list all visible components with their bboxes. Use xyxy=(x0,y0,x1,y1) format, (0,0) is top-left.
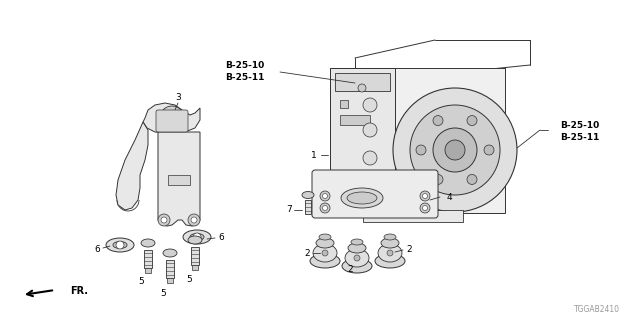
Ellipse shape xyxy=(348,243,366,253)
Circle shape xyxy=(433,128,477,172)
Ellipse shape xyxy=(183,230,211,244)
Bar xyxy=(168,175,190,185)
Bar xyxy=(335,73,390,91)
Ellipse shape xyxy=(351,239,363,245)
Ellipse shape xyxy=(113,242,127,249)
Ellipse shape xyxy=(313,244,337,262)
Ellipse shape xyxy=(384,234,396,240)
Text: B-25-11: B-25-11 xyxy=(225,74,265,83)
Circle shape xyxy=(410,105,500,195)
Ellipse shape xyxy=(345,249,369,267)
Text: 5: 5 xyxy=(186,276,192,284)
Circle shape xyxy=(433,174,443,184)
Ellipse shape xyxy=(342,259,372,273)
Circle shape xyxy=(193,233,201,241)
FancyBboxPatch shape xyxy=(312,170,438,218)
Ellipse shape xyxy=(341,188,383,208)
Ellipse shape xyxy=(381,238,399,248)
Circle shape xyxy=(422,205,428,211)
Circle shape xyxy=(420,203,430,213)
Bar xyxy=(192,265,198,270)
Text: 6: 6 xyxy=(94,245,100,254)
Circle shape xyxy=(422,194,428,198)
Ellipse shape xyxy=(375,254,405,268)
Text: B-25-11: B-25-11 xyxy=(560,133,600,142)
Ellipse shape xyxy=(163,249,177,257)
Circle shape xyxy=(160,106,184,130)
Circle shape xyxy=(445,140,465,160)
Bar xyxy=(330,68,505,213)
Circle shape xyxy=(467,116,477,125)
Circle shape xyxy=(363,176,377,190)
Bar xyxy=(305,200,311,214)
Circle shape xyxy=(188,214,200,226)
Bar xyxy=(145,268,151,273)
Circle shape xyxy=(116,241,124,249)
Polygon shape xyxy=(116,122,148,210)
Circle shape xyxy=(191,217,197,223)
Bar xyxy=(191,247,199,265)
Text: 3: 3 xyxy=(175,93,181,102)
Circle shape xyxy=(161,217,167,223)
Circle shape xyxy=(363,151,377,165)
Circle shape xyxy=(433,116,443,125)
Text: FR.: FR. xyxy=(70,286,88,296)
Bar xyxy=(330,68,395,213)
Bar xyxy=(340,115,370,125)
Circle shape xyxy=(467,174,477,184)
Ellipse shape xyxy=(347,192,377,204)
Text: 5: 5 xyxy=(160,289,166,298)
Circle shape xyxy=(363,98,377,112)
Text: B-25-10: B-25-10 xyxy=(225,60,264,69)
Polygon shape xyxy=(158,132,200,226)
Text: 1: 1 xyxy=(311,150,317,159)
Ellipse shape xyxy=(141,239,155,247)
Circle shape xyxy=(320,203,330,213)
Circle shape xyxy=(416,145,426,155)
FancyBboxPatch shape xyxy=(156,110,188,132)
Bar xyxy=(363,210,463,222)
Circle shape xyxy=(322,250,328,256)
Circle shape xyxy=(158,214,170,226)
Ellipse shape xyxy=(188,236,202,244)
Ellipse shape xyxy=(190,234,204,241)
Circle shape xyxy=(323,194,328,198)
Circle shape xyxy=(358,84,366,92)
Circle shape xyxy=(387,250,393,256)
Circle shape xyxy=(484,145,494,155)
Ellipse shape xyxy=(378,244,402,262)
Text: TGGAB2410: TGGAB2410 xyxy=(574,306,620,315)
Bar xyxy=(340,100,348,108)
Circle shape xyxy=(393,88,517,212)
Ellipse shape xyxy=(316,238,334,248)
Ellipse shape xyxy=(319,234,331,240)
Circle shape xyxy=(166,112,178,124)
Text: 2: 2 xyxy=(406,245,412,254)
Text: 6: 6 xyxy=(218,234,224,243)
Text: 2: 2 xyxy=(347,266,353,275)
Circle shape xyxy=(323,205,328,211)
Text: B-25-10: B-25-10 xyxy=(560,121,599,130)
Circle shape xyxy=(354,255,360,261)
Bar xyxy=(167,278,173,283)
Bar xyxy=(166,260,174,278)
Text: 4: 4 xyxy=(447,193,452,202)
Ellipse shape xyxy=(310,254,340,268)
Text: 5: 5 xyxy=(138,277,144,286)
Circle shape xyxy=(320,191,330,201)
Bar xyxy=(144,250,152,268)
Circle shape xyxy=(363,123,377,137)
Ellipse shape xyxy=(106,238,134,252)
Text: 7: 7 xyxy=(286,205,292,214)
Ellipse shape xyxy=(302,191,314,198)
Polygon shape xyxy=(143,103,200,133)
Text: 2: 2 xyxy=(305,249,310,258)
Circle shape xyxy=(420,191,430,201)
